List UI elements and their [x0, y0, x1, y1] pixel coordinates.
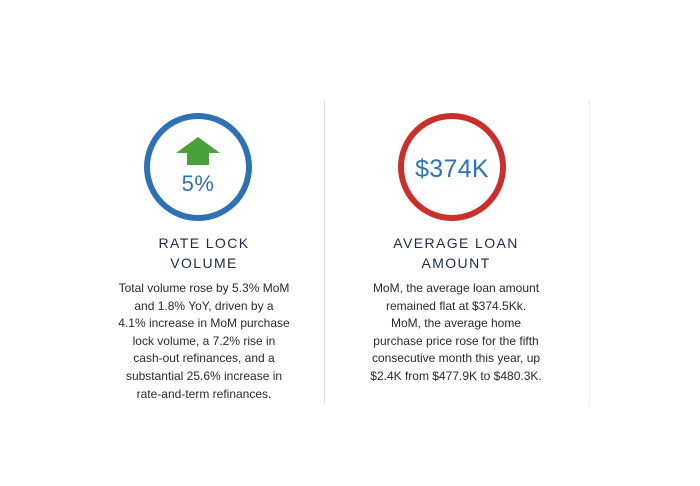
- rate-lock-description-line: cash-out refinances, and a: [133, 351, 275, 366]
- rate-lock-title-line-1: RATE LOCK: [158, 235, 250, 251]
- rate-lock-description-line: rate-and-term refinances.: [136, 386, 272, 401]
- average-loan-description-line: MoM, the average home: [390, 316, 522, 331]
- rate-lock-ring: 5%: [144, 113, 252, 221]
- rate-lock-description-line: 4.1% increase in MoM purchase: [118, 316, 290, 331]
- rate-lock-description-line: Total volume rose by 5.3% MoM: [118, 281, 290, 295]
- average-loan-title-line-2: AMOUNT: [421, 255, 491, 271]
- average-loan-ring: $374K: [398, 113, 506, 221]
- average-loan-description-line: MoM, the average loan amount: [372, 281, 540, 295]
- rate-lock-description-line: substantial 25.6% increase in: [125, 368, 283, 383]
- average-loan-description-line: remained flat at $374.5Kk.: [385, 298, 527, 313]
- rate-lock-title: RATE LOCK VOLUME: [84, 233, 324, 273]
- average-loan-title: AVERAGE LOAN AMOUNT: [336, 233, 576, 273]
- average-loan-value: $374K: [415, 155, 489, 183]
- up-arrow-icon: [176, 137, 220, 165]
- rate-lock-title-line-2: VOLUME: [170, 255, 238, 271]
- right-edge-divider: [589, 100, 590, 405]
- rate-lock-description-line: lock volume, a 7.2% rise in: [132, 333, 276, 348]
- column-divider: [324, 100, 325, 405]
- average-loan-title-line-1: AVERAGE LOAN: [393, 235, 519, 251]
- average-loan-description-line: $2.4K from $477.9K to $480.3K.: [370, 368, 542, 383]
- rate-lock-description: Total volume rose by 5.3% MoM and 1.8% Y…: [84, 280, 324, 403]
- average-loan-description-line: purchase price rose for the fifth: [373, 333, 539, 348]
- average-loan-description: MoM, the average loan amount remained fl…: [336, 280, 576, 386]
- rate-lock-percent: 5%: [181, 171, 215, 196]
- rate-lock-description-line: and 1.8% YoY, driven by a: [134, 298, 274, 313]
- average-loan-description-line: consecutive month this year, up: [371, 351, 541, 366]
